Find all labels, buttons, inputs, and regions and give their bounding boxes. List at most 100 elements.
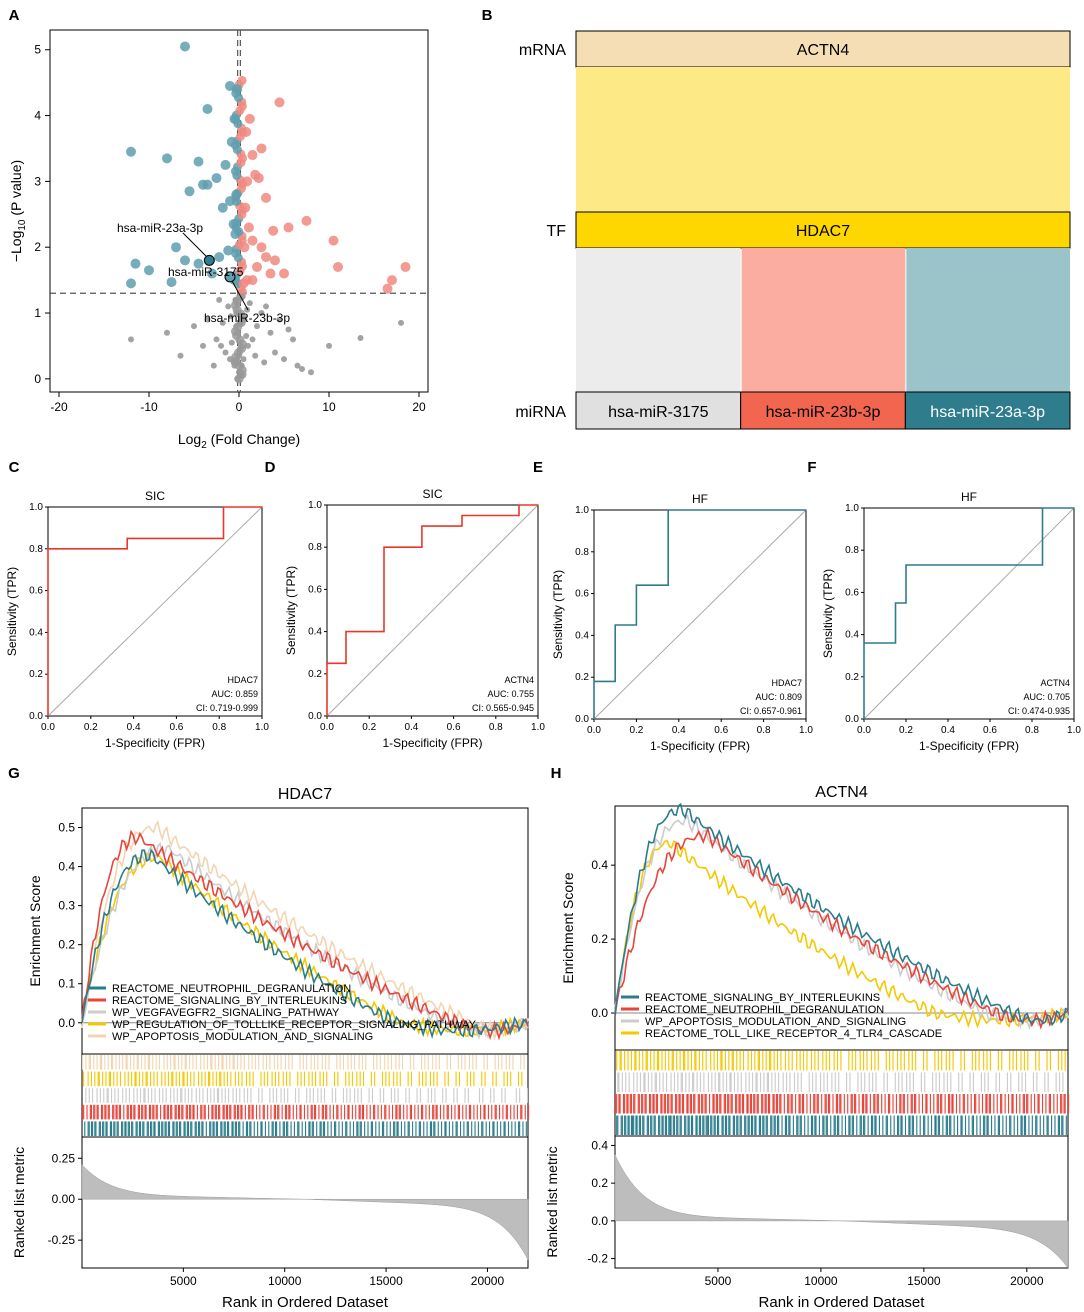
hit-mark [461, 1055, 463, 1070]
hit-mark [220, 1071, 222, 1087]
hit-mark [1021, 1072, 1023, 1092]
hit-mark [247, 1121, 249, 1136]
hit-mark [426, 1121, 428, 1136]
x-tick-label: 0.2 [899, 725, 913, 736]
hit-mark [886, 1115, 888, 1135]
hit-mark [975, 1094, 977, 1114]
hit-mark [714, 1072, 716, 1092]
volcano-point-ns [240, 356, 247, 363]
hit-mark [707, 1115, 709, 1135]
hit-mark [1034, 1094, 1036, 1114]
hit-mark [836, 1051, 839, 1071]
hit-mark [701, 1094, 703, 1114]
volcano-point-down [130, 258, 141, 269]
y-tick-label: 0.0 [845, 714, 859, 725]
hit-mark [251, 1104, 253, 1120]
hit-mark [523, 1055, 525, 1070]
hit-mark [624, 1051, 626, 1071]
hit-mark [369, 1104, 371, 1120]
mirna-node-label: hsa-miR-3175 [608, 404, 709, 421]
hit-mark [844, 1115, 847, 1135]
hit-mark [710, 1051, 712, 1071]
diagonal-reference [47, 506, 263, 717]
hit-mark [883, 1072, 885, 1092]
hit-mark [117, 1121, 119, 1136]
hit-mark [788, 1115, 790, 1135]
hit-mark [723, 1094, 725, 1114]
hit-mark [114, 1088, 116, 1103]
hit-mark [456, 1088, 458, 1103]
hit-mark [685, 1072, 687, 1092]
hit-mark [210, 1121, 212, 1136]
hit-mark [418, 1121, 420, 1136]
hit-mark [874, 1051, 876, 1071]
hit-mark [644, 1072, 646, 1092]
hit-mark [358, 1104, 360, 1120]
hit-mark [1030, 1094, 1032, 1114]
rank-frame [614, 1135, 1069, 1269]
hit-mark [778, 1072, 780, 1092]
hit-mark [980, 1072, 982, 1092]
mrna-row-label: mRNA [519, 42, 566, 59]
hit-mark [705, 1094, 707, 1114]
hit-mark [204, 1104, 206, 1120]
hit-mark [447, 1071, 449, 1087]
hit-mark [100, 1104, 103, 1120]
hit-mark [996, 1094, 998, 1114]
hit-mark [898, 1115, 900, 1135]
hit-mark [201, 1071, 203, 1087]
hit-mark [766, 1072, 768, 1092]
hit-mark [510, 1071, 512, 1087]
hit-mark [333, 1071, 336, 1087]
hit-mark [109, 1121, 111, 1136]
hit-mark [662, 1115, 664, 1135]
hit-mark [347, 1104, 349, 1120]
volcano-point [237, 75, 247, 85]
hit-mark [997, 1115, 999, 1135]
y-tick-label: 1.0 [845, 503, 859, 514]
es-curve [81, 848, 529, 1040]
volcano-point-down [171, 242, 181, 253]
volcano-point-up [247, 275, 258, 286]
legend-label: WP_APOPTOSIS_MODULATION_AND_SIGNALING [645, 1016, 906, 1028]
y-tick-label: 0.0 [58, 1016, 75, 1030]
hit-mark [1009, 1051, 1011, 1071]
hit-mark [926, 1094, 928, 1114]
hit-mark [370, 1071, 372, 1087]
hit-mark [113, 1104, 115, 1120]
hit-mark [765, 1115, 767, 1135]
hit-mark [168, 1121, 171, 1136]
hit-mark [1035, 1051, 1037, 1071]
hit-mark [132, 1121, 134, 1136]
hit-mark [260, 1071, 262, 1087]
hit-mark [978, 1051, 980, 1071]
hit-mark [93, 1104, 95, 1120]
hit-mark [732, 1115, 734, 1135]
hit-mark [187, 1121, 190, 1136]
volcano-point-ns [164, 329, 170, 336]
panel-label-D: D [265, 459, 276, 476]
hit-mark [620, 1115, 622, 1135]
hit-mark [1018, 1072, 1020, 1092]
hit-mark [179, 1104, 181, 1120]
hit-mark [342, 1088, 345, 1103]
hit-mark [617, 1072, 619, 1092]
volcano-point-ns [261, 359, 268, 366]
hit-mark [97, 1071, 99, 1087]
hit-mark [375, 1121, 377, 1136]
hit-mark [354, 1055, 356, 1070]
hit-mark [960, 1115, 962, 1135]
hit-mark [1038, 1094, 1040, 1114]
hit-mark [118, 1104, 120, 1120]
hit-mark [672, 1051, 674, 1071]
hit-mark [150, 1121, 152, 1136]
hit-mark [410, 1104, 413, 1120]
hit-mark [406, 1104, 408, 1120]
hit-mark [115, 1055, 117, 1070]
hit-mark [351, 1104, 353, 1120]
hit-mark [904, 1115, 907, 1135]
hit-mark [253, 1121, 255, 1136]
hit-mark [125, 1055, 127, 1070]
hit-mark [335, 1121, 337, 1136]
